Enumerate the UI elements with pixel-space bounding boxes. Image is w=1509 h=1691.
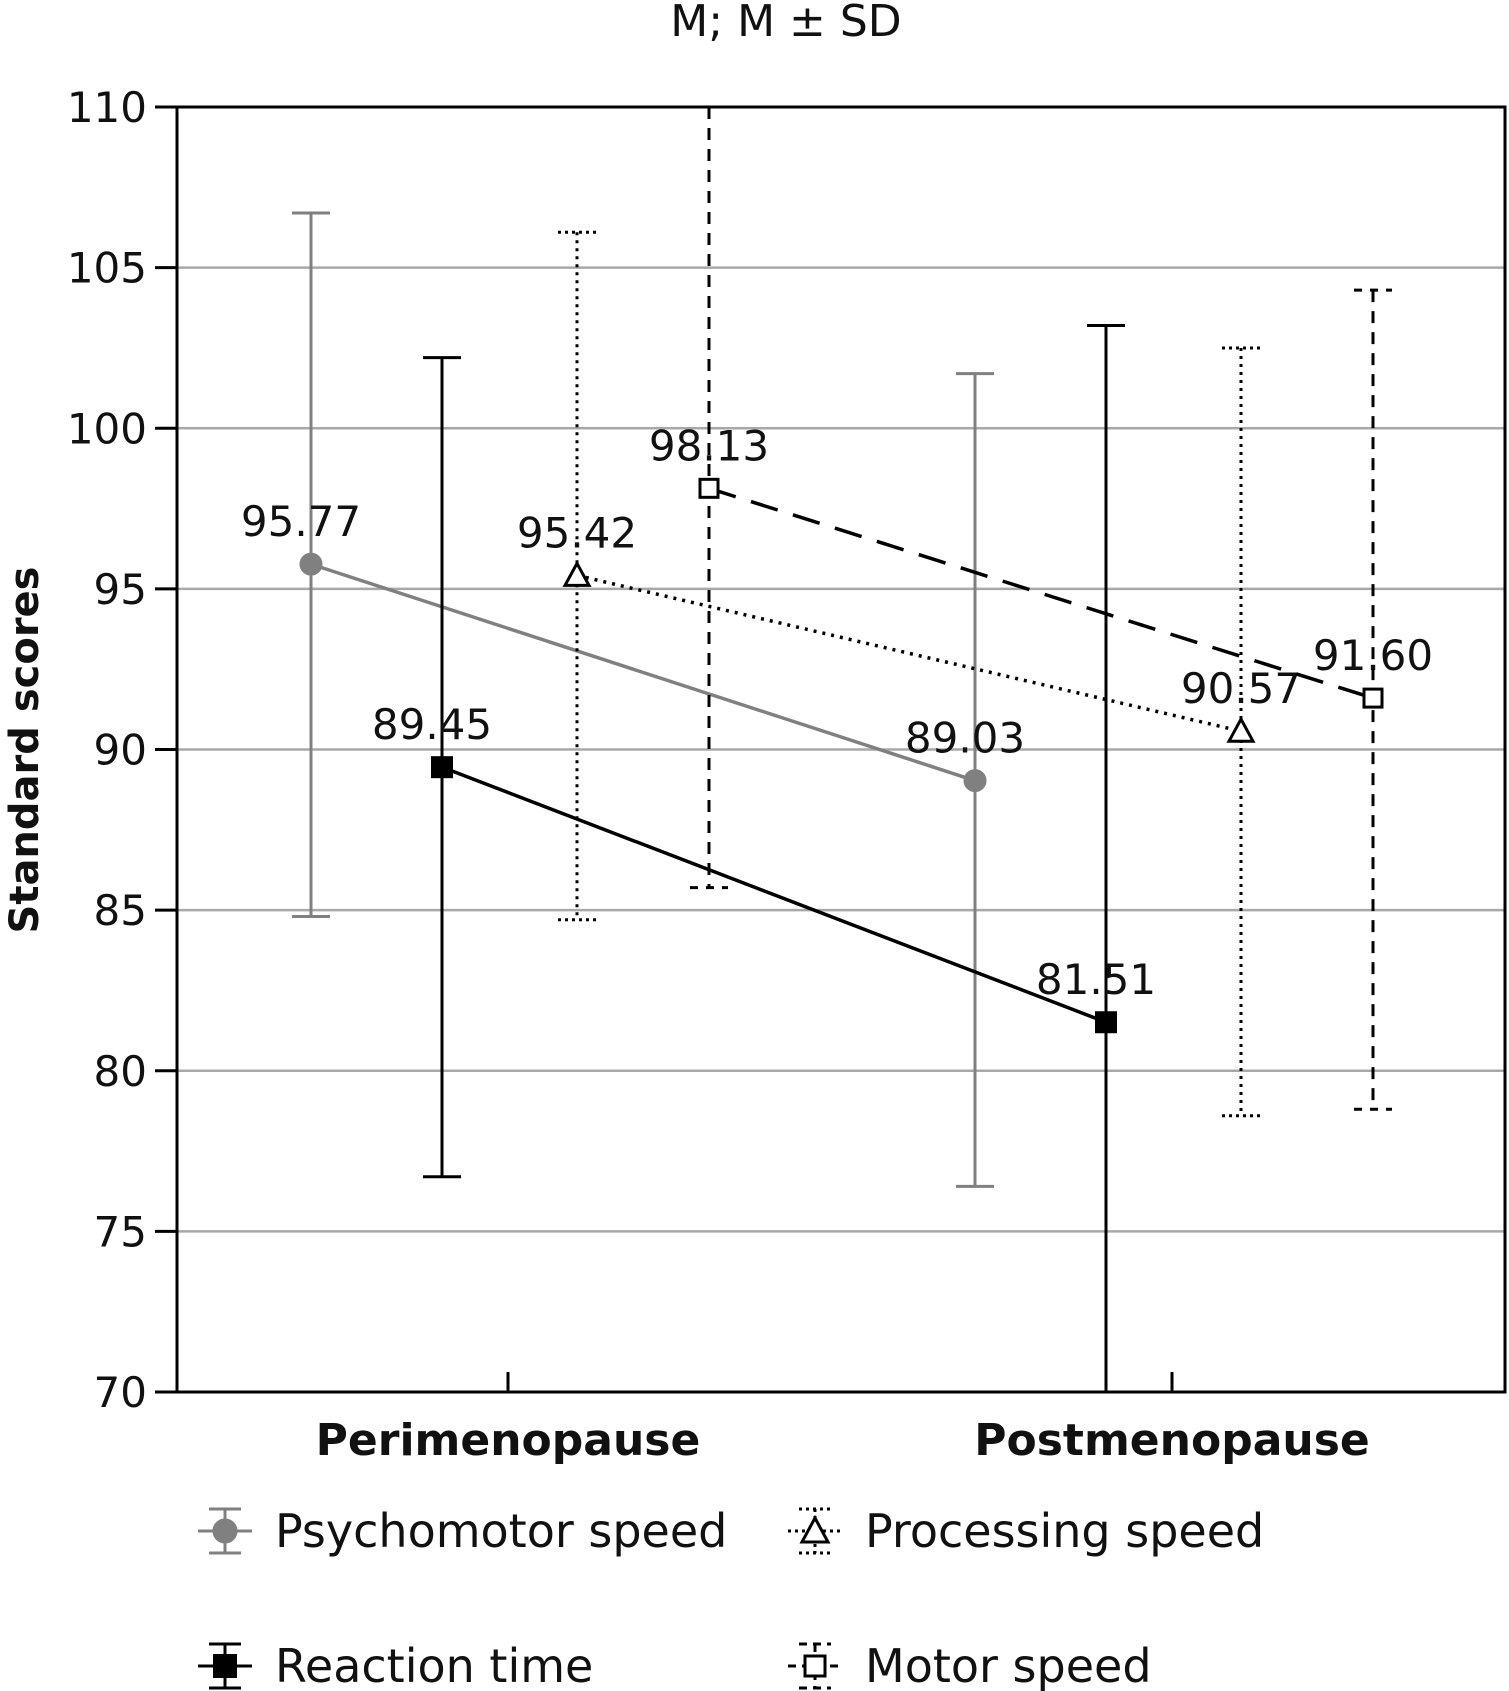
legend-label: Reaction time	[275, 1639, 593, 1691]
x-tick-label: Postmenopause	[974, 1415, 1369, 1466]
y-tick-label: 95	[94, 565, 147, 614]
data-label: 89.45	[372, 700, 492, 749]
series-group: 95.77 89.03 89.45 81.51 95.42 90.57 98.13 91.60	[241, 107, 1433, 1392]
data-point-square	[213, 1654, 237, 1678]
legend-item: Reaction time	[198, 1639, 593, 1691]
data-point-open-square	[698, 477, 720, 499]
legend-item: Motor speed	[788, 1639, 1152, 1691]
series-processing-speed: 95.42 90.57	[517, 230, 1301, 1118]
data-point-open-square	[803, 1654, 827, 1678]
y-tick-label: 75	[94, 1207, 147, 1256]
y-tick-label: 100	[67, 404, 147, 453]
data-point-square	[431, 756, 453, 779]
legend-item: Processing speed	[788, 1504, 1264, 1558]
data-point-triangle	[562, 560, 592, 587]
legend-label: Psychomotor speed	[275, 1504, 727, 1558]
series-line	[441, 765, 1107, 1024]
series-motor-speed: 98.13 91.60	[649, 107, 1433, 1111]
data-label: 81.51	[1036, 955, 1156, 1004]
data-point-square	[1095, 1011, 1117, 1034]
legend-label: Processing speed	[865, 1504, 1264, 1558]
y-tick-label: 70	[94, 1368, 147, 1417]
data-point-circle	[299, 552, 323, 576]
y-tick-label: 85	[94, 886, 147, 935]
legend: Psychomotor speed Reaction time Processing…	[198, 1504, 1264, 1691]
x-tick-label: Perimenopause	[316, 1415, 701, 1466]
data-label: 98.13	[649, 421, 769, 470]
grid-lines	[177, 266, 1505, 1233]
data-point-circle	[963, 769, 987, 793]
data-label: 95.77	[241, 497, 361, 546]
series-reaction-time: 89.45 81.51	[372, 323, 1156, 1392]
legend-label: Motor speed	[865, 1639, 1152, 1691]
series-line	[310, 562, 976, 783]
chart-title: M; M ± SD	[670, 0, 901, 47]
data-label: 91.60	[1313, 631, 1433, 680]
y-tick-label: 105	[67, 244, 147, 293]
series-line	[708, 486, 1374, 700]
data-label: 95.42	[517, 508, 637, 557]
data-label: 90.57	[1181, 664, 1301, 713]
y-tick-label: 110	[67, 83, 147, 132]
axes: 70 75 80 85 90 95 100 105 110 Perimenopause Postme…	[67, 83, 1507, 1466]
data-label: 89.03	[905, 714, 1025, 763]
series-psychomotor-speed: 95.77 89.03	[241, 211, 1025, 1188]
series-line	[576, 573, 1242, 733]
y-tick-label: 80	[94, 1047, 147, 1096]
data-point-triangle	[799, 1514, 831, 1544]
plot-frame	[175, 105, 1507, 1394]
y-axis-label: Standard scores	[2, 567, 48, 934]
y-tick-label: 90	[94, 726, 147, 775]
data-point-triangle	[1226, 716, 1256, 743]
data-point-circle	[212, 1518, 238, 1544]
data-point-open-square	[1362, 687, 1384, 709]
legend-item: Psychomotor speed	[198, 1504, 727, 1558]
